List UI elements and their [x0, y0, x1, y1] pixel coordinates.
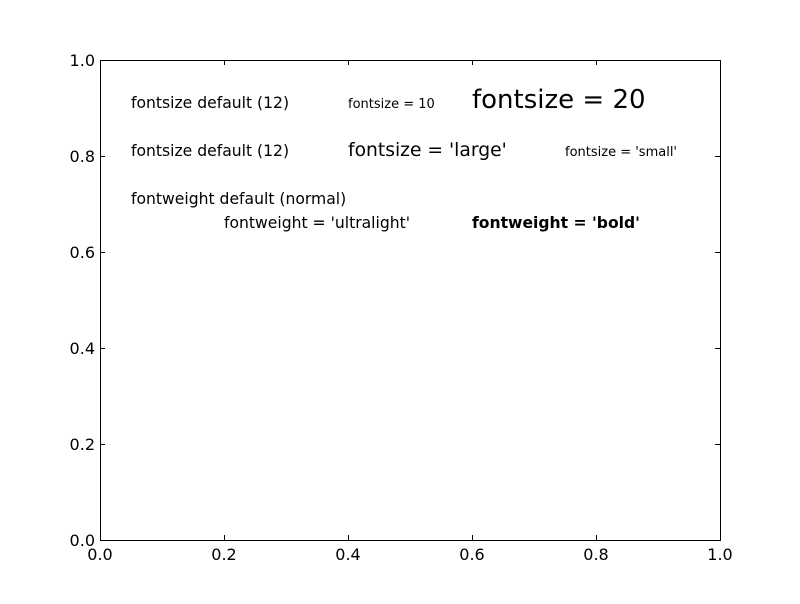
annotation-fontsize-10: fontsize = 10: [348, 97, 435, 112]
x-tick-label-0: 0.0: [87, 545, 112, 564]
y-tick-label-1: 0.2: [70, 435, 95, 454]
annotation-fontsize-large: fontsize = 'large': [348, 140, 507, 161]
x-tick-label-3: 0.6: [459, 545, 484, 564]
x-tick-label-2: 0.4: [335, 545, 360, 564]
annotation-fontsize-small: fontsize = 'small': [565, 145, 677, 160]
annotation-fontsize-default-2: fontsize default (12): [131, 142, 289, 160]
annotation-fontsize-default-1: fontsize default (12): [131, 94, 289, 112]
y-tick-label-2: 0.4: [70, 339, 95, 358]
y-tick-label-0: 0.0: [70, 531, 95, 550]
y-tick-label-5: 1.0: [70, 51, 95, 70]
axes-frame: [100, 60, 721, 541]
y-tick-label-3: 0.6: [70, 243, 95, 262]
x-tick-label-5: 1.0: [707, 545, 732, 564]
annotation-fontweight-ultralight: fontweight = 'ultralight': [224, 214, 410, 232]
y-tick-label-4: 0.8: [70, 147, 95, 166]
annotation-fontsize-20: fontsize = 20: [472, 85, 646, 115]
x-tick-label-1: 0.2: [211, 545, 236, 564]
annotation-fontweight-bold: fontweight = 'bold': [472, 214, 640, 232]
annotation-fontweight-default: fontweight default (normal): [131, 190, 346, 208]
annotation-layer: fontsize default (12) fontsize = 10 fontsi…: [131, 85, 677, 232]
tick-layer: 0.0 0.2 0.4 0.6 0.8 1.0 0.0 0.2 0.4 0.6 0.8 1.0: [70, 51, 733, 564]
x-tick-label-4: 0.8: [583, 545, 608, 564]
